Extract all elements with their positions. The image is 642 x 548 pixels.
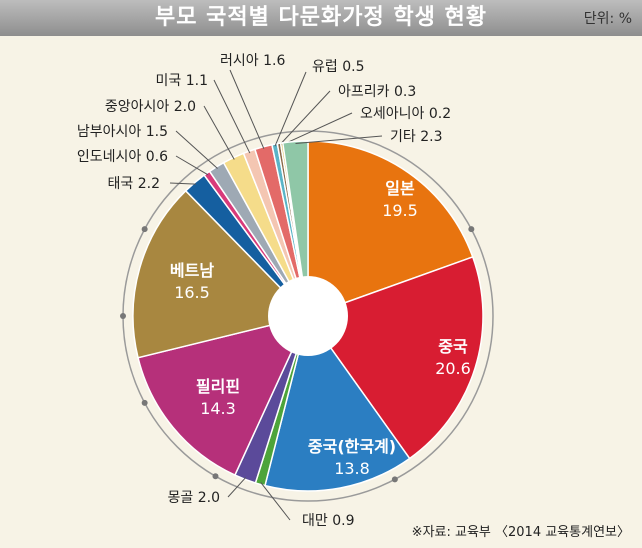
ring-dot (468, 226, 475, 233)
leader-line (175, 130, 218, 169)
outside-label: 중앙아시아 2.0 (105, 99, 196, 115)
unit-label: 단위: % (583, 11, 632, 27)
ring-dot (141, 226, 148, 233)
outside-label: 태국 2.2 (108, 176, 160, 192)
center-hole (268, 276, 348, 356)
outside-label: 아프리카 0.3 (338, 84, 416, 100)
leader-line (274, 71, 307, 147)
outside-label: 몽골 2.0 (168, 490, 220, 506)
pie-slice-1 (306, 255, 484, 460)
source-note: ※자료: 교육부 〈2014 교육통계연보〉 (411, 525, 630, 540)
leader-line (295, 135, 383, 144)
outside-label: 러시아 1.6 (220, 53, 285, 69)
leader-line (281, 112, 353, 146)
slice-value: 19.5 (382, 201, 418, 220)
slice-value: 16.5 (174, 283, 210, 302)
pie-slice-0 (307, 140, 474, 318)
leader-line (260, 482, 291, 521)
chart-title: 부모 국적별 다문화가정 학생 현황 (155, 5, 487, 30)
slice-label: 중국 (438, 337, 468, 356)
leader-line (229, 69, 265, 149)
slice-label: 중국(한국계) (308, 437, 396, 456)
slice-label: 필리핀 (196, 377, 240, 396)
leader-line (169, 182, 196, 185)
ring-dot (391, 476, 398, 483)
outside-label: 미국 1.1 (156, 73, 208, 89)
outside-label: 오세아니아 0.2 (360, 106, 451, 122)
ring-dot (141, 399, 148, 406)
outside-label: 남부아시아 1.5 (77, 124, 168, 140)
slice-value: 20.6 (435, 359, 471, 378)
pie-slice-2 (264, 314, 411, 492)
leader-line (227, 477, 247, 498)
slice-value: 13.8 (334, 459, 370, 478)
ring-dot (120, 313, 126, 319)
outside-label: 대만 0.9 (302, 513, 354, 529)
slice-value: 14.3 (200, 399, 236, 418)
leader-line (213, 79, 251, 154)
pie-slice-16 (281, 140, 309, 317)
ring-dot (212, 473, 219, 480)
pie-slice-5 (137, 314, 310, 477)
outside-label: 인도네시아 0.6 (77, 149, 168, 165)
slice-label: 일본 (385, 179, 415, 198)
outside-label: 기타 2.3 (390, 129, 442, 145)
title-bar (0, 0, 642, 36)
outside-label: 유럽 0.5 (312, 59, 364, 75)
leader-line (278, 90, 331, 146)
pie-slice-6 (132, 189, 310, 359)
leader-line (175, 155, 209, 176)
slice-label: 베트남 (170, 261, 214, 280)
leader-line (203, 105, 235, 160)
